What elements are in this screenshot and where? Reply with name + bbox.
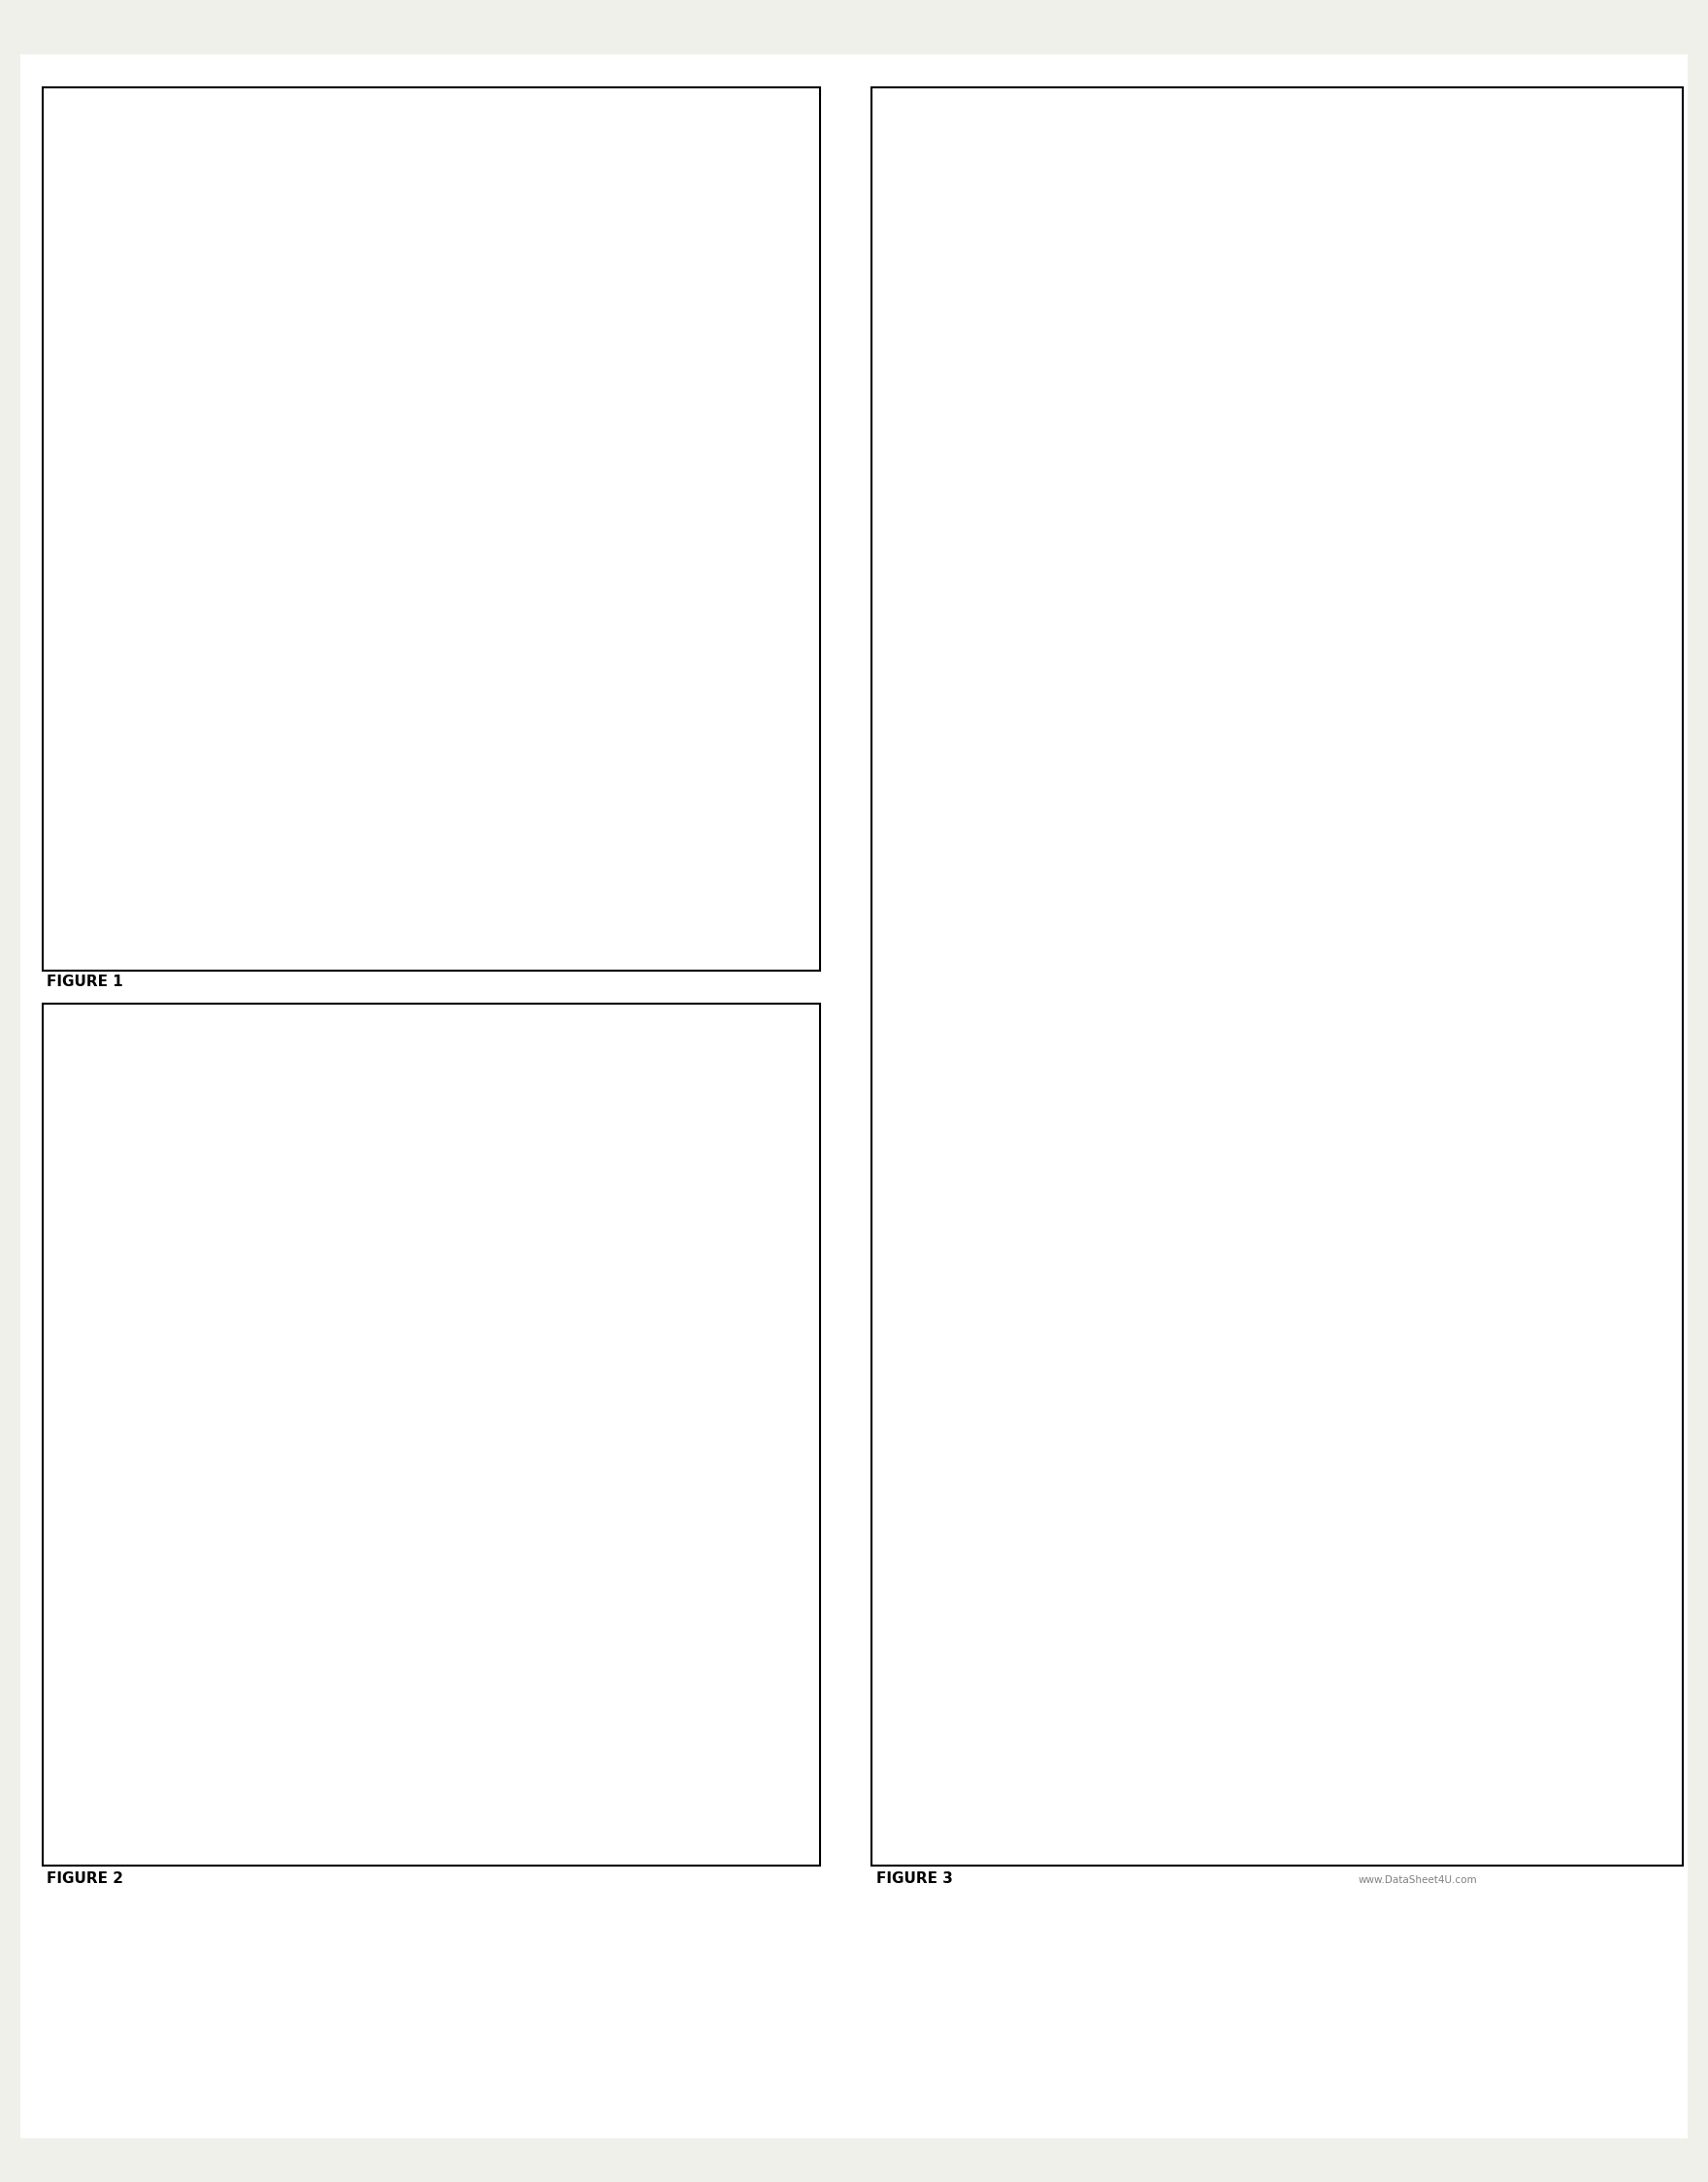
Text: +2mA / -4mA: +2mA / -4mA [1242, 984, 1300, 993]
Text: REVERSE RECOVERY TEST CIRCUIT: REVERSE RECOVERY TEST CIRCUIT [1173, 934, 1368, 943]
Text: ~: ~ [965, 1224, 982, 1244]
Text: www.DataSheet4U.com: www.DataSheet4U.com [1358, 1874, 1477, 1885]
Text: $I_r$: $I_r$ [1556, 679, 1565, 692]
Text: PULSE GENERATOR: PULSE GENERATOR [883, 1039, 963, 1047]
Text: TERMINATION: TERMINATION [883, 1811, 929, 1818]
Text: -4 0 m A: -4 0 m A [1293, 812, 1327, 820]
Text: ~: ~ [965, 1599, 982, 1619]
Text: REVERSE RECOVERY
CURRENT: REVERSE RECOVERY CURRENT [1428, 818, 1505, 838]
Text: www.DataSheet4U.com: www.DataSheet4U.com [280, 299, 407, 308]
Title: TYPICAL REVERSE CURRENT VS
AMBIENT TEMPERATURE AT $V_{RRM}$: TYPICAL REVERSE CURRENT VS AMBIENT TEMPE… [347, 116, 593, 148]
Text: WITH DC 50Ω: WITH DC 50Ω [883, 1763, 929, 1770]
Text: FIGURE 3: FIGURE 3 [876, 1872, 953, 1885]
Bar [1231, 1207, 1295, 1300]
Text: /.06uF: /.06uF [1197, 1069, 1220, 1076]
X-axis label: AMBIENT TEMPERATURE, FREE AIR (° C): AMBIENT TEMPERATURE, FREE AIR (° C) [342, 1800, 598, 1813]
X-axis label: AMBIENT TEMPERATURE, Tₐ , (° C): AMBIENT TEMPERATURE, Tₐ , (° C) [360, 927, 579, 940]
Text: $I_F$: $I_F$ [1149, 519, 1158, 532]
Text: HP 2 MS: HP 2 MS [883, 1089, 912, 1093]
Text: FIGURE 2: FIGURE 2 [46, 1872, 123, 1885]
Text: TIME: TIME [962, 583, 984, 591]
Text: OSCILLOSCOPE: OSCILLOSCOPE [883, 1717, 934, 1724]
Text: D: D [1462, 1318, 1471, 1331]
Text: 150kΩ: 150kΩ [1360, 1021, 1385, 1030]
Text: FORWARD
CONDUCTION: FORWARD CONDUCTION [967, 428, 1028, 445]
Text: +2 0 m A: +2 0 m A [1259, 473, 1426, 482]
Text: FAST RECOVERY (X SERIES): FAST RECOVERY (X SERIES) [420, 1226, 519, 1346]
Text: 50 MΩ2: 50 MΩ2 [883, 1667, 915, 1676]
Text: T: T [1462, 1412, 1471, 1425]
Text: 0 to 400VDC: 0 to 400VDC [1599, 1255, 1647, 1263]
Text: FAST RECOVERY: FAST RECOVERY [360, 567, 415, 644]
Y-axis label: REVERSE CURRENT, I$_{RRM}$ (μA): REVERSE CURRENT, I$_{RRM}$ (μA) [97, 441, 111, 618]
Text: $t_{RR}$: $t_{RR}$ [1372, 465, 1389, 478]
Text: 5W: 5W [1366, 1069, 1378, 1076]
Y-axis label: RATED FORWARD CURRENT, (PERCENT): RATED FORWARD CURRENT, (PERCENT) [113, 1327, 121, 1564]
Text: SWITCHING: SWITCHING [1127, 799, 1180, 807]
Text: 4W: 4W [1257, 1333, 1269, 1338]
Text: 5Iᵣₘ: 5Iᵣₘ [1257, 1294, 1269, 1300]
Text: U: U [1462, 1366, 1471, 1377]
Text: STANDARD: STANDARD [449, 572, 490, 626]
Text: 2uS PULSE WIDTH: 2uS PULSE WIDTH [883, 1135, 945, 1141]
Text: RECOVERY WAVE FORM: RECOVERY WAVE FORM [1201, 347, 1341, 358]
Title: RECTIFIER  DERATING  CURVE: RECTIFIER DERATING CURVE [352, 1091, 588, 1106]
Text: 10 KHz REP RATE: 10 KHz REP RATE [883, 1183, 941, 1187]
Bar [1325, 1113, 1419, 1159]
Text: FIGURE 1: FIGURE 1 [46, 975, 123, 988]
Text: -1 0 m A: -1 0 m A [1616, 613, 1650, 622]
Text: CERAMIC: CERAMIC [1189, 1021, 1226, 1030]
Text: STANDARD SERIES: STANDARD SERIES [570, 1296, 640, 1379]
